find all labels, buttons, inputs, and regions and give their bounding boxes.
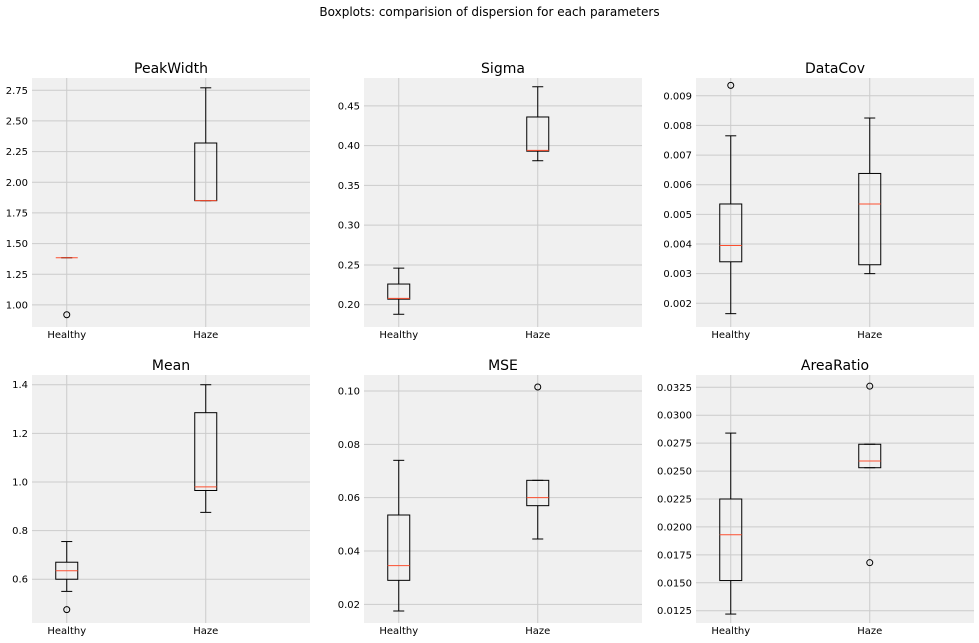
- subplot-mse: 0.02 0.04 0.06 0.08 0.10 Healthy Haze MSE: [338, 358, 642, 637]
- y-tick-label: 2.50: [6, 116, 28, 127]
- outlier-point: [534, 383, 542, 391]
- y-tick-label: 1.75: [6, 208, 28, 219]
- y-tick-label: 0.0150: [657, 578, 692, 589]
- x-tick-label: Healthy: [711, 330, 750, 341]
- box-healthy: [387, 267, 411, 315]
- outlier-point: [866, 382, 874, 390]
- box-haze: [194, 87, 218, 202]
- iqr-box: [526, 116, 550, 152]
- y-tick-label: 0.25: [338, 260, 360, 271]
- y-tick-label: 1.2: [12, 429, 28, 440]
- box-healthy: [387, 459, 411, 612]
- subplot-sigma: 0.20 0.25 0.30 0.35 0.40 0.45 Healthy Haze Sigma: [338, 61, 642, 341]
- subplot-arearatio: 0.0125 0.0150 0.0175 0.0200 0.0225 0.0250 0.02…: [657, 358, 974, 637]
- box-haze: [526, 86, 550, 162]
- x-tick-label: Haze: [525, 626, 550, 637]
- y-tick-label: 0.8: [12, 526, 28, 537]
- iqr-box: [387, 514, 411, 581]
- y-tick-label: 0.20: [338, 300, 360, 311]
- y-tick-label: 0.005: [663, 210, 692, 221]
- y-tick-label: 1.00: [6, 300, 28, 311]
- iqr-box: [858, 172, 882, 266]
- y-tick-label: 0.02: [338, 600, 360, 611]
- y-tick-label: 0.0300: [657, 411, 692, 422]
- y-tick-label: 0.40: [338, 141, 360, 152]
- iqr-box: [194, 412, 218, 491]
- x-tick-label: Haze: [193, 330, 218, 341]
- y-tick-label: 1.0: [12, 477, 28, 488]
- plot-area: [364, 78, 642, 327]
- y-tick-label: 1.50: [6, 239, 28, 250]
- y-tick-label: 2.25: [6, 147, 28, 158]
- y-tick-label: 0.0225: [657, 495, 692, 506]
- x-tick-label: Haze: [857, 626, 882, 637]
- y-tick-label: 0.08: [338, 440, 360, 451]
- box-healthy: [55, 257, 78, 319]
- plot-area: [32, 375, 310, 623]
- y-tick-label: 1.25: [6, 270, 28, 281]
- y-tick-label: 0.45: [338, 101, 360, 112]
- iqr-box: [719, 203, 743, 263]
- subplot-title: MSE: [488, 358, 518, 374]
- outlier-point: [727, 81, 735, 89]
- x-tick-label: Healthy: [379, 626, 418, 637]
- subplot-title: Sigma: [481, 61, 525, 77]
- plot-area: [364, 375, 642, 623]
- x-tick-label: Healthy: [47, 330, 86, 341]
- subplot-mean: 0.6 0.8 1.0 1.2 1.4 Healthy Haze Mean: [12, 358, 310, 637]
- y-tick-label: 0.004: [663, 240, 692, 251]
- y-tick-label: 0.0175: [657, 550, 692, 561]
- y-tick-label: 0.008: [663, 121, 692, 132]
- box-haze: [194, 384, 218, 513]
- outlier-point: [63, 606, 71, 614]
- y-tick-label: 0.0275: [657, 439, 692, 450]
- y-tick-label: 0.04: [338, 547, 360, 558]
- x-tick-label: Healthy: [711, 626, 750, 637]
- x-tick-label: Haze: [193, 626, 218, 637]
- box-healthy: [719, 81, 743, 315]
- iqr-box: [719, 498, 743, 582]
- outlier-point: [63, 311, 71, 319]
- subplot-title: PeakWidth: [134, 61, 208, 77]
- box-haze: [858, 117, 882, 275]
- iqr-box: [858, 443, 882, 469]
- iqr-box: [526, 479, 550, 507]
- outlier-point: [866, 559, 874, 567]
- x-tick-label: Healthy: [47, 626, 86, 637]
- y-tick-label: 0.006: [663, 180, 692, 191]
- iqr-box: [387, 283, 411, 300]
- x-tick-label: Healthy: [379, 330, 418, 341]
- y-tick-label: 0.0250: [657, 467, 692, 478]
- y-tick-label: 0.35: [338, 181, 360, 192]
- box-healthy: [719, 432, 743, 615]
- subplot-title: DataCov: [805, 61, 865, 77]
- subplot-peakwidth: 1.00 1.25 1.50 1.75 2.00 2.25 2.50 2.75 Healthy H…: [6, 61, 310, 341]
- plot-area: [696, 78, 974, 327]
- y-tick-label: 2.75: [6, 86, 28, 97]
- y-tick-label: 0.009: [663, 91, 692, 102]
- subplot-title: AreaRatio: [801, 358, 869, 374]
- y-tick-label: 2.00: [6, 178, 28, 189]
- y-tick-label: 0.0325: [657, 383, 692, 394]
- y-tick-label: 0.007: [663, 151, 692, 162]
- y-tick-label: 1.4: [12, 380, 28, 391]
- y-tick-label: 0.06: [338, 493, 360, 504]
- subplot-title: Mean: [152, 358, 190, 374]
- y-tick-label: 0.0125: [657, 606, 692, 617]
- y-tick-label: 0.0200: [657, 522, 692, 533]
- y-tick-label: 0.6: [12, 575, 28, 586]
- box-healthy: [55, 541, 79, 614]
- box-haze: [526, 383, 550, 540]
- y-tick-label: 0.10: [338, 387, 360, 398]
- subplot-datacov: 0.002 0.003 0.004 0.005 0.006 0.007 0.008 0.009…: [663, 61, 974, 341]
- box-haze: [858, 382, 882, 567]
- x-tick-label: Haze: [525, 330, 550, 341]
- x-tick-label: Haze: [857, 330, 882, 341]
- figure-suptitle: Boxplots: comparision of dispersion for …: [319, 5, 660, 19]
- y-tick-label: 0.002: [663, 299, 692, 310]
- y-tick-label: 0.30: [338, 221, 360, 232]
- plot-area: [32, 78, 310, 327]
- y-tick-label: 0.003: [663, 269, 692, 280]
